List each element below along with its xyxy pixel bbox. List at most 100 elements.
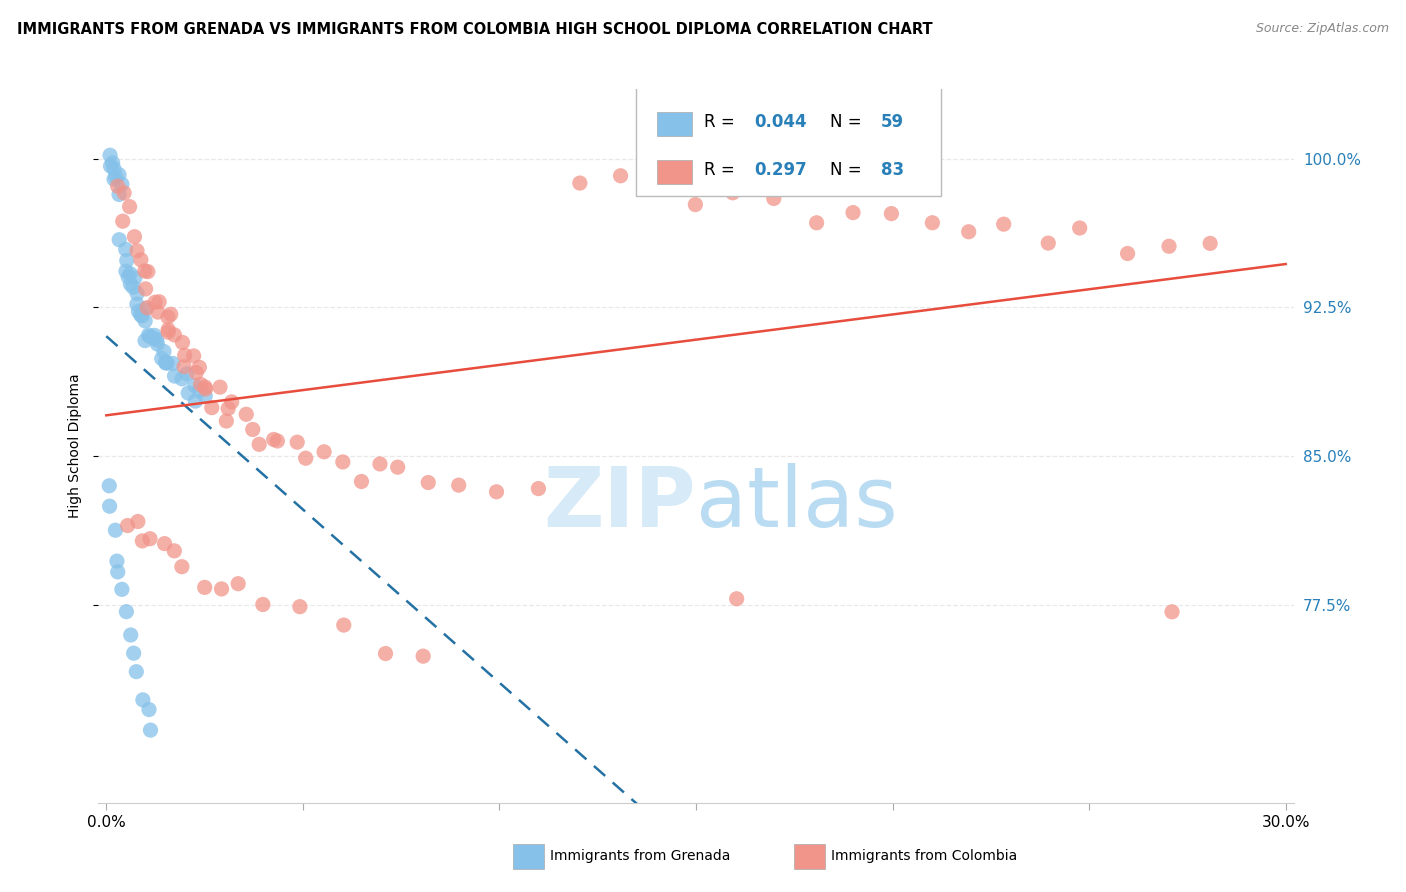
Point: [162, 356, 184, 370]
Point: [145, 333, 167, 347]
Point: [146, 337, 169, 351]
Point: [104, 523, 127, 537]
Point: [112, 186, 135, 200]
Point: [117, 269, 139, 284]
Point: [1069, 221, 1091, 235]
Text: 0.297: 0.297: [755, 161, 807, 179]
Point: [122, 280, 145, 294]
Point: [211, 582, 233, 596]
Point: [129, 308, 152, 322]
Point: [762, 191, 785, 205]
Point: [263, 433, 285, 447]
Point: [117, 518, 139, 533]
Text: Immigrants from Colombia: Immigrants from Colombia: [831, 849, 1017, 863]
Point: [418, 475, 440, 490]
Point: [111, 582, 134, 597]
Point: [129, 252, 152, 267]
Point: [1038, 236, 1060, 251]
Text: Source: ZipAtlas.com: Source: ZipAtlas.com: [1256, 22, 1389, 36]
Point: [170, 559, 193, 574]
Point: [159, 307, 181, 321]
Point: [134, 314, 156, 328]
Text: R =: R =: [704, 161, 741, 179]
Point: [125, 297, 148, 311]
Point: [134, 334, 156, 348]
Point: [135, 282, 157, 296]
Point: [921, 216, 943, 230]
Point: [104, 169, 127, 184]
Point: [294, 451, 316, 466]
Point: [645, 182, 668, 196]
FancyBboxPatch shape: [657, 112, 692, 136]
Point: [131, 533, 153, 548]
Point: [146, 305, 169, 319]
Point: [201, 401, 224, 415]
Point: [127, 304, 149, 318]
Point: [108, 187, 131, 202]
Point: [98, 148, 121, 162]
Point: [142, 331, 165, 345]
Point: [194, 389, 217, 403]
Point: [194, 581, 217, 595]
Point: [136, 301, 159, 315]
Point: [127, 515, 149, 529]
Point: [163, 369, 186, 384]
Point: [288, 599, 311, 614]
Point: [143, 328, 166, 343]
Point: [842, 205, 865, 219]
Text: 59: 59: [882, 113, 904, 131]
Y-axis label: High School Diploma: High School Diploma: [67, 374, 82, 518]
Point: [127, 286, 149, 301]
Point: [184, 394, 207, 409]
Point: [170, 372, 193, 386]
Point: [485, 484, 508, 499]
Point: [111, 177, 134, 191]
Point: [124, 270, 146, 285]
Point: [98, 500, 121, 514]
Point: [148, 294, 170, 309]
Point: [527, 482, 550, 496]
Point: [880, 206, 903, 220]
Point: [131, 309, 153, 323]
Point: [957, 225, 980, 239]
Point: [194, 382, 217, 396]
Point: [143, 295, 166, 310]
Point: [1157, 239, 1180, 253]
Point: [156, 310, 179, 324]
Point: [188, 360, 211, 375]
Point: [108, 168, 131, 182]
Point: [157, 325, 180, 339]
Point: [412, 649, 434, 664]
Point: [155, 356, 177, 370]
Point: [122, 646, 145, 660]
Text: 0.044: 0.044: [755, 113, 807, 131]
Text: R =: R =: [704, 113, 741, 131]
Point: [139, 723, 162, 738]
Point: [252, 598, 274, 612]
Point: [103, 172, 125, 186]
Point: [350, 475, 373, 489]
Point: [685, 197, 707, 211]
Point: [156, 356, 179, 370]
Point: [725, 591, 748, 606]
Point: [266, 434, 288, 448]
Point: [138, 702, 160, 716]
Point: [115, 264, 138, 278]
Point: [105, 554, 128, 568]
Text: N =: N =: [830, 161, 866, 179]
Point: [208, 380, 231, 394]
Point: [111, 214, 134, 228]
Point: [194, 380, 217, 394]
Point: [721, 186, 744, 200]
Point: [247, 437, 270, 451]
Point: [993, 217, 1015, 231]
Point: [215, 414, 238, 428]
Point: [98, 479, 121, 493]
Text: IMMIGRANTS FROM GRENADA VS IMMIGRANTS FROM COLOMBIA HIGH SCHOOL DIPLOMA CORRELAT: IMMIGRANTS FROM GRENADA VS IMMIGRANTS FR…: [17, 22, 932, 37]
Point: [221, 395, 243, 409]
Point: [806, 216, 828, 230]
Point: [609, 169, 631, 183]
Point: [188, 384, 211, 398]
Point: [134, 264, 156, 278]
Point: [163, 544, 186, 558]
